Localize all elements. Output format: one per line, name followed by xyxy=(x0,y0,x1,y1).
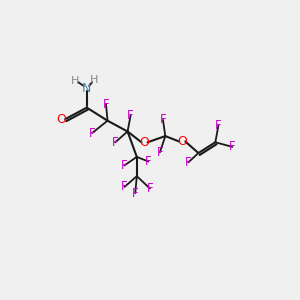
Text: F: F xyxy=(127,109,134,122)
Text: F: F xyxy=(132,187,139,200)
Text: F: F xyxy=(185,156,192,169)
Text: H: H xyxy=(71,76,80,86)
Text: F: F xyxy=(157,146,163,159)
Text: F: F xyxy=(89,127,95,140)
Text: N: N xyxy=(82,82,92,95)
Text: F: F xyxy=(145,155,152,168)
Text: F: F xyxy=(215,119,222,132)
Text: F: F xyxy=(112,136,119,149)
Text: F: F xyxy=(147,182,153,195)
Text: F: F xyxy=(229,140,236,153)
Text: F: F xyxy=(160,113,166,126)
Text: H: H xyxy=(89,75,98,85)
Text: F: F xyxy=(121,180,128,194)
Text: O: O xyxy=(140,136,149,149)
Text: F: F xyxy=(103,98,109,111)
Text: F: F xyxy=(121,159,128,172)
Text: O: O xyxy=(177,135,187,148)
Text: O: O xyxy=(56,113,66,126)
